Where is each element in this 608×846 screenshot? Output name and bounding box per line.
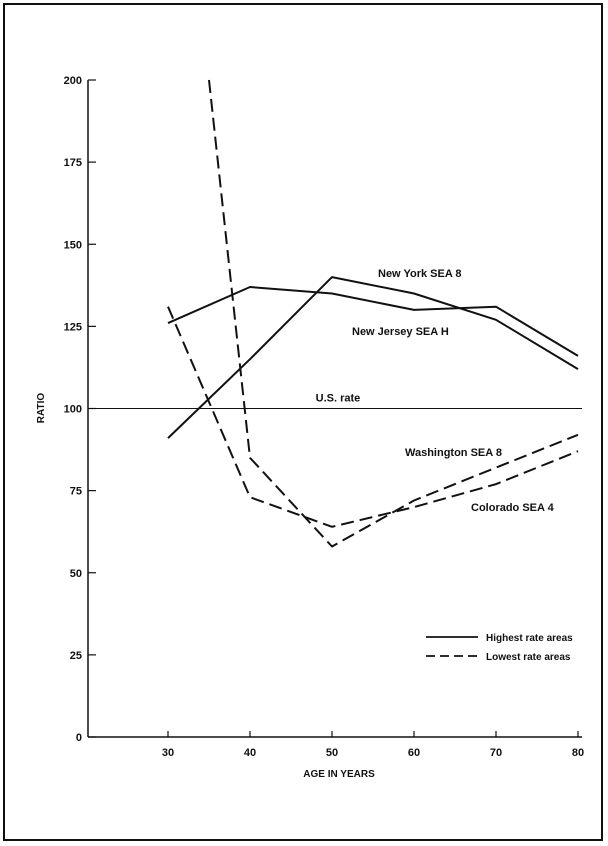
y-ticks: 0 25 50 75 100 125 150 175 200 — [64, 75, 96, 744]
x-tick-label: 70 — [490, 747, 502, 759]
legend: Highest rate areas Lowest rate areas — [426, 633, 573, 663]
y-tick-label: 0 — [76, 732, 82, 744]
series-label: New Jersey SEA H — [352, 326, 449, 338]
legend-label: Lowest rate areas — [486, 652, 571, 663]
series-line-washington-sea-8 — [208, 79, 579, 548]
x-tick-label: 60 — [408, 747, 420, 759]
x-tick-label: 80 — [572, 747, 584, 759]
x-ticks: 30 40 50 60 70 80 — [162, 731, 584, 759]
y-tick-label: 50 — [70, 568, 82, 580]
figure-frame — [3, 3, 603, 841]
x-tick-label: 50 — [326, 747, 338, 759]
series-label: New York SEA 8 — [378, 268, 462, 280]
series-label: Washington SEA 8 — [405, 447, 502, 459]
series-label: Colorado SEA 4 — [471, 502, 555, 514]
y-tick-label: 75 — [70, 486, 82, 498]
y-tick-label: 200 — [64, 75, 82, 87]
y-tick-label: 150 — [64, 239, 82, 251]
us-rate-reference: U.S. rate — [88, 393, 582, 409]
x-axis-title: AGE IN YEARS — [303, 769, 375, 780]
x-tick-label: 30 — [162, 747, 174, 759]
series-lines — [167, 79, 579, 548]
y-tick-label: 125 — [64, 321, 82, 333]
y-tick-label: 175 — [64, 157, 82, 169]
us-rate-label: U.S. rate — [316, 393, 361, 405]
series-line-new-york-sea-8 — [167, 276, 579, 439]
series-line-new-jersey-sea-h — [167, 286, 579, 357]
y-axis-title: RATIO — [36, 393, 47, 424]
y-tick-label: 100 — [64, 404, 82, 416]
series-line-colorado-sea-4 — [167, 306, 579, 528]
x-tick-label: 40 — [244, 747, 256, 759]
y-tick-label: 25 — [70, 650, 82, 662]
legend-label: Highest rate areas — [486, 633, 573, 644]
series-labels: New York SEA 8 New Jersey SEA H Washington… — [352, 268, 555, 514]
